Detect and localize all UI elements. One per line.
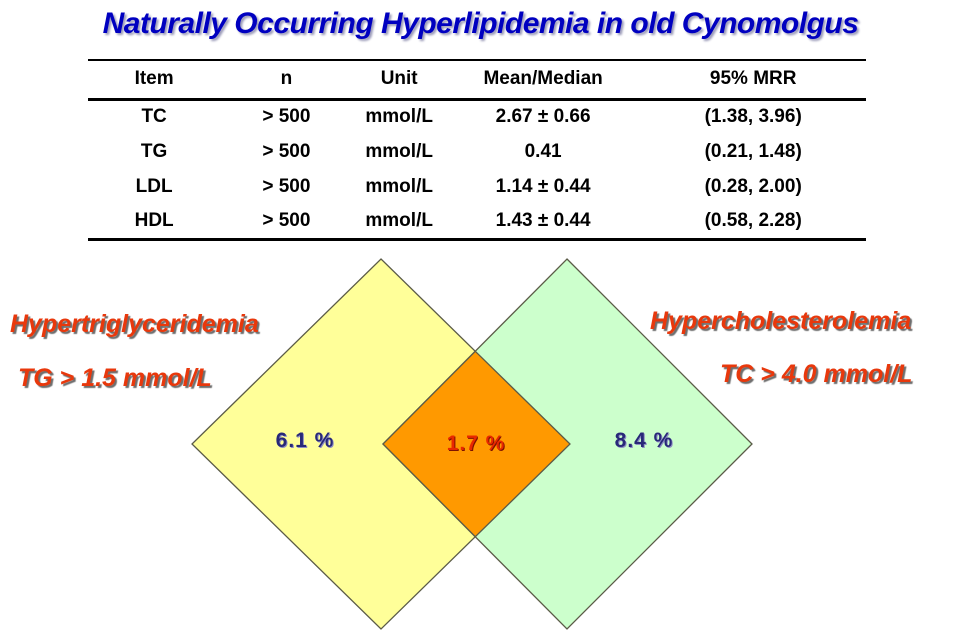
- cell-mrr: (0.28, 2.00): [704, 175, 802, 197]
- col-header-n: n: [280, 68, 293, 90]
- col-header-unit: Unit: [380, 68, 418, 90]
- cell-mrr: (1.38, 3.96): [704, 106, 802, 128]
- cell-item: HDL: [134, 209, 174, 231]
- col-header-mean-median: Mean/Median: [483, 68, 603, 90]
- right-set-criterion: TC > 4.0 mmol/L: [720, 360, 913, 388]
- page-title: Naturally Occurring Hyperlipidemia in ol…: [102, 7, 859, 40]
- overlap-diamond: [382, 350, 571, 538]
- table-row-tc: TC > 500 mmol/L 2.67 ± 0.66 (1.38, 3.96): [88, 99, 866, 134]
- cell-item: TG: [140, 140, 168, 162]
- cell-mean: 2.67 ± 0.66: [495, 106, 591, 128]
- left-set-title: Hypertriglyceridemia: [10, 310, 259, 338]
- col-header-95-mrr: 95% MRR: [709, 68, 797, 90]
- cell-mrr: (0.21, 1.48): [704, 140, 802, 162]
- right-set-title: Hypercholesterolemia: [650, 307, 912, 335]
- cell-unit: mmol/L: [365, 140, 433, 162]
- cell-n: > 500: [262, 140, 311, 162]
- cell-mean: 1.14 ± 0.44: [495, 175, 591, 197]
- cell-n: > 500: [262, 175, 311, 197]
- right-only-percentage: 8.4 %: [614, 429, 674, 452]
- table-row-ldl: LDL > 500 mmol/L 1.14 ± 0.44 (0.28, 2.00…: [88, 169, 866, 204]
- table-row-tg: TG > 500 mmol/L 0.41 (0.21, 1.48): [88, 134, 866, 169]
- lipid-stats-table: Item n Unit Mean/Median 95% MRR TC > 500…: [88, 59, 866, 241]
- left-set-criterion: TG > 1.5 mmol/L: [18, 364, 212, 392]
- cell-item: TC: [141, 106, 167, 128]
- cell-item: LDL: [135, 175, 173, 197]
- cell-n: > 500: [262, 106, 311, 128]
- left-only-percentage: 6.1 %: [275, 429, 335, 452]
- cell-unit: mmol/L: [365, 209, 433, 231]
- cell-mean: 1.43 ± 0.44: [495, 209, 591, 231]
- cell-mrr: (0.58, 2.28): [704, 209, 802, 231]
- overlap-percentage: 1.7 %: [446, 432, 506, 455]
- table-header-row: Item n Unit Mean/Median 95% MRR: [88, 60, 866, 99]
- table-row-hdl: HDL > 500 mmol/L 1.43 ± 0.44 (0.58, 2.28…: [88, 204, 866, 239]
- cell-unit: mmol/L: [365, 175, 433, 197]
- col-header-item: Item: [134, 68, 174, 90]
- cell-unit: mmol/L: [365, 106, 433, 128]
- cell-n: > 500: [262, 209, 311, 231]
- cell-mean: 0.41: [524, 140, 562, 162]
